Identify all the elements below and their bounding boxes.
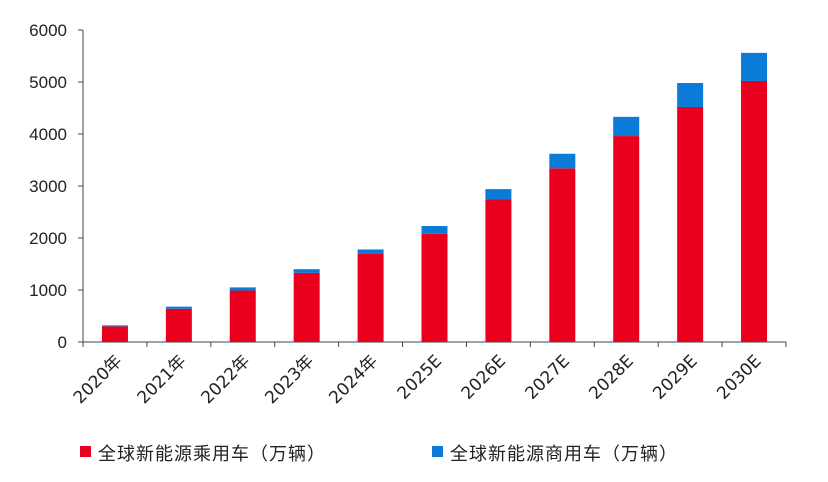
bar-commercial — [613, 116, 640, 137]
bar-passenger — [549, 168, 576, 342]
legend-label-passenger: 全球新能源乘用车（万辆） — [98, 444, 326, 465]
x-tick-label: 2027E — [522, 351, 574, 403]
bar-passenger — [165, 308, 192, 342]
bar-commercial — [101, 325, 128, 327]
x-tick-label: 2023年 — [261, 351, 318, 408]
bar-passenger — [229, 290, 256, 342]
bar-commercial — [549, 153, 576, 169]
bar-passenger — [741, 80, 768, 343]
bar-commercial — [293, 269, 320, 273]
y-tick-label: 3000 — [29, 177, 67, 196]
bar-commercial — [677, 83, 704, 107]
x-tick-label: 2022年 — [198, 351, 255, 408]
legend-swatch-commercial — [432, 446, 443, 457]
y-tick-label: 0 — [58, 333, 67, 352]
y-tick-label: 4000 — [29, 125, 67, 144]
x-tick-label: 2028E — [585, 351, 637, 403]
x-tick-label: 2020年 — [70, 351, 127, 408]
y-tick-label: 1000 — [29, 281, 67, 300]
x-tick-label: 2025E — [394, 351, 446, 403]
bar-commercial — [357, 249, 384, 254]
x-tick-label: 2021年 — [134, 351, 191, 408]
bar-commercial — [741, 52, 768, 81]
bar-passenger — [101, 326, 128, 342]
bar-passenger — [677, 106, 704, 343]
bar-passenger — [421, 233, 448, 342]
bar-commercial — [485, 189, 512, 200]
x-tick-label: 2026E — [458, 351, 510, 403]
bar-commercial — [165, 306, 192, 309]
legend-label-commercial: 全球新能源商用车（万辆） — [450, 444, 678, 465]
bar-passenger — [485, 199, 512, 342]
plot-area: 0 1000 2000 3000 4000 5000 6000 2020年 2021年 2022年… — [29, 21, 787, 408]
x-tick-label: 2030E — [713, 351, 765, 403]
y-tick-label: 5000 — [29, 73, 67, 92]
y-tick-label: 2000 — [29, 229, 67, 248]
bar-passenger — [357, 253, 384, 342]
bar-passenger — [613, 136, 640, 342]
bar-commercial — [229, 287, 256, 291]
bar-commercial — [421, 226, 448, 234]
bar-passenger — [293, 272, 320, 342]
legend-swatch-passenger — [80, 446, 91, 457]
legend: 全球新能源乘用车（万辆） 全球新能源商用车（万辆） — [80, 444, 678, 465]
y-tick-label: 6000 — [29, 21, 67, 40]
x-tick-label: 2029E — [649, 351, 701, 403]
x-tick-label: 2024年 — [325, 351, 382, 408]
